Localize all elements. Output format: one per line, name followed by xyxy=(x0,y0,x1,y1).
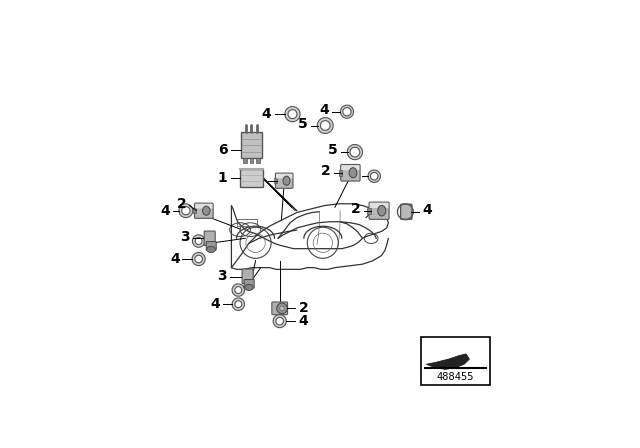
FancyBboxPatch shape xyxy=(206,241,216,250)
FancyBboxPatch shape xyxy=(242,269,253,284)
FancyBboxPatch shape xyxy=(340,164,360,181)
Ellipse shape xyxy=(207,246,216,253)
Text: 4: 4 xyxy=(319,103,329,117)
Text: 488455: 488455 xyxy=(437,372,474,382)
Ellipse shape xyxy=(283,176,290,185)
Text: 5: 5 xyxy=(298,117,308,131)
FancyBboxPatch shape xyxy=(342,165,360,170)
Bar xyxy=(421,336,490,385)
Circle shape xyxy=(276,303,287,314)
Text: 2: 2 xyxy=(255,174,264,188)
Ellipse shape xyxy=(349,168,357,178)
Bar xyxy=(367,208,371,214)
Bar xyxy=(256,158,260,163)
FancyBboxPatch shape xyxy=(244,280,254,288)
Wedge shape xyxy=(340,105,353,118)
Text: 4: 4 xyxy=(349,168,358,181)
Ellipse shape xyxy=(244,284,253,290)
FancyBboxPatch shape xyxy=(272,302,287,314)
Wedge shape xyxy=(368,170,380,182)
Wedge shape xyxy=(285,107,300,122)
Text: 4: 4 xyxy=(170,252,180,266)
Text: 4: 4 xyxy=(261,107,271,121)
Wedge shape xyxy=(317,117,333,134)
Bar xyxy=(243,158,247,163)
Text: 2: 2 xyxy=(299,302,308,315)
FancyBboxPatch shape xyxy=(204,231,215,246)
Bar xyxy=(274,178,277,183)
Wedge shape xyxy=(179,204,193,218)
Bar xyxy=(339,170,342,176)
Wedge shape xyxy=(192,253,205,266)
FancyBboxPatch shape xyxy=(401,204,412,220)
Wedge shape xyxy=(273,314,286,327)
Text: 4: 4 xyxy=(211,297,220,311)
Bar xyxy=(237,220,257,226)
Text: 2: 2 xyxy=(177,197,187,211)
Wedge shape xyxy=(348,145,362,159)
Text: 4: 4 xyxy=(299,314,308,328)
FancyBboxPatch shape xyxy=(195,204,212,208)
Bar xyxy=(193,208,196,213)
Text: 3: 3 xyxy=(218,268,227,283)
Text: 1: 1 xyxy=(218,171,227,185)
Wedge shape xyxy=(193,235,205,247)
FancyBboxPatch shape xyxy=(370,203,388,208)
Bar xyxy=(250,158,253,163)
Ellipse shape xyxy=(203,206,210,215)
Text: 5: 5 xyxy=(328,143,338,157)
Circle shape xyxy=(280,306,284,310)
Ellipse shape xyxy=(378,205,386,216)
Text: 3: 3 xyxy=(180,229,190,244)
FancyBboxPatch shape xyxy=(195,203,213,218)
Text: 4: 4 xyxy=(423,203,433,217)
Text: 2: 2 xyxy=(351,202,361,216)
Text: 6: 6 xyxy=(218,143,227,157)
Text: 2: 2 xyxy=(321,164,331,178)
Wedge shape xyxy=(232,298,244,310)
FancyBboxPatch shape xyxy=(369,202,389,220)
Bar xyxy=(241,132,262,158)
Wedge shape xyxy=(232,284,244,296)
Polygon shape xyxy=(426,354,469,370)
Bar xyxy=(240,169,263,187)
Text: 4: 4 xyxy=(161,204,170,218)
FancyBboxPatch shape xyxy=(276,174,292,178)
FancyBboxPatch shape xyxy=(275,173,293,188)
